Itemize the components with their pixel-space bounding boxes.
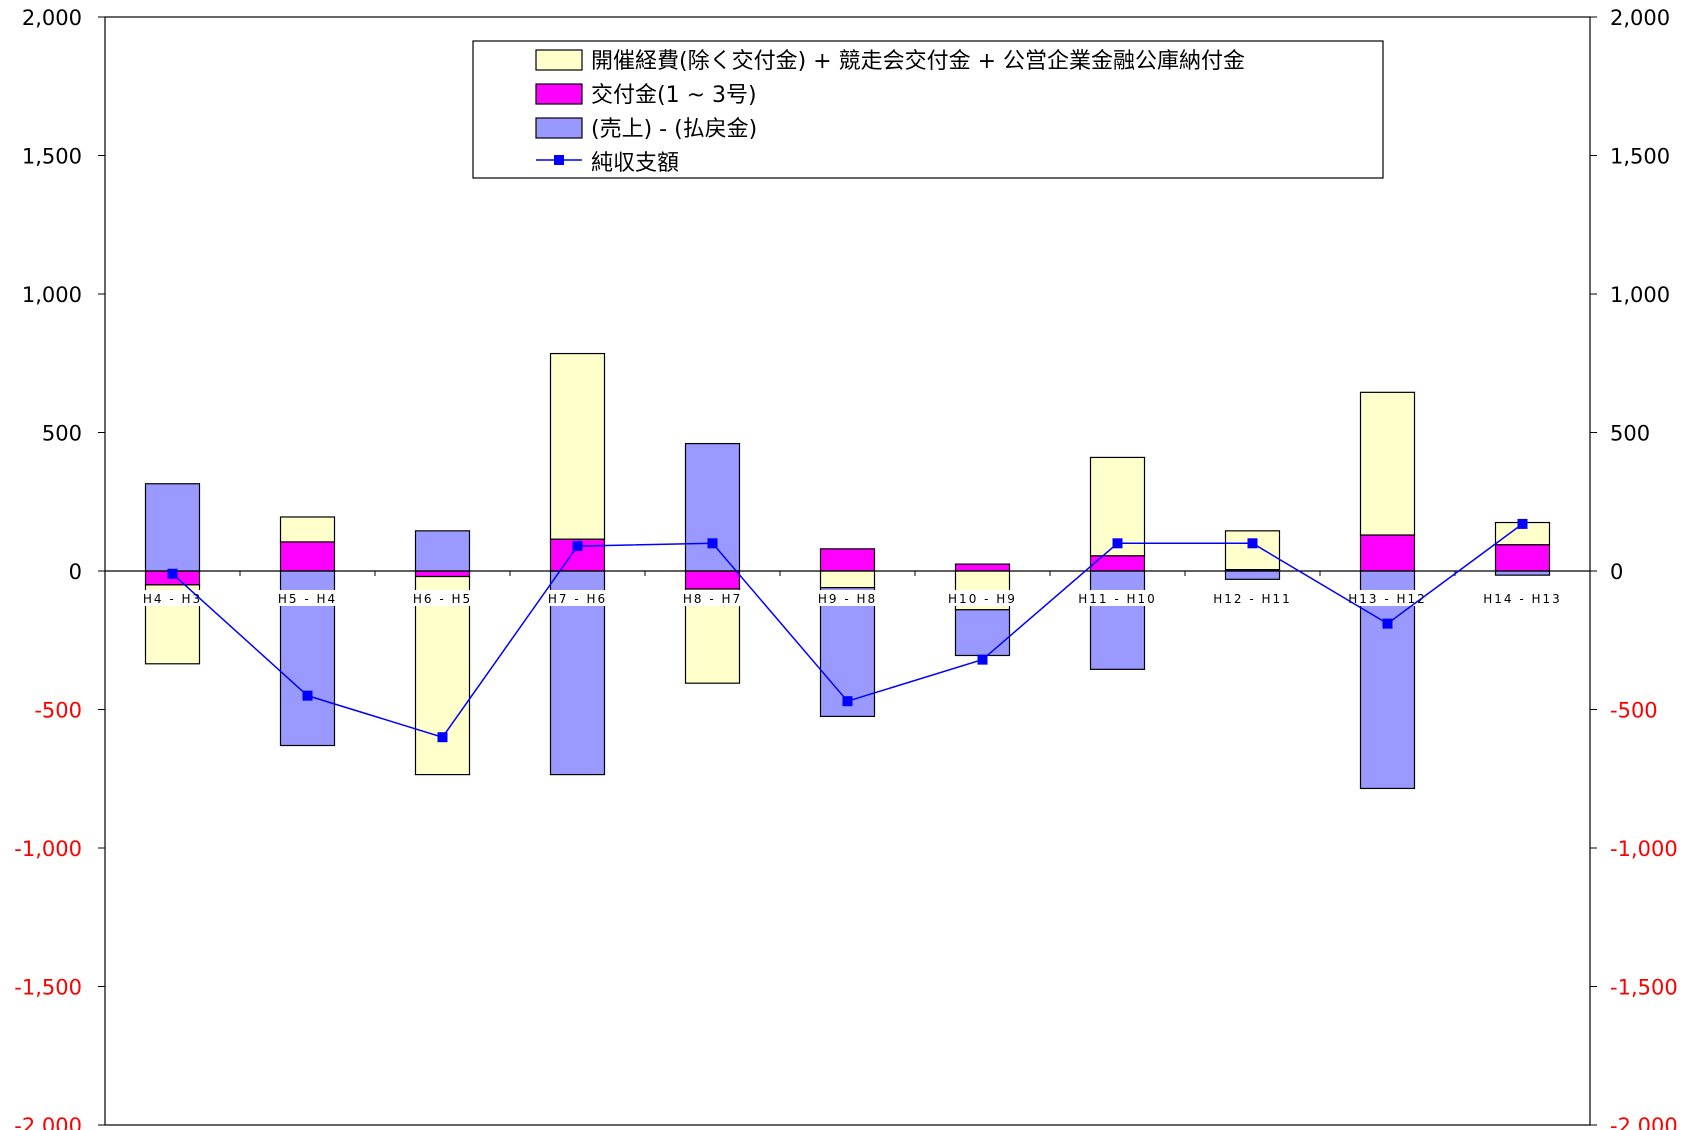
legend-swatch-grants — [535, 83, 583, 105]
legend-box — [472, 40, 1384, 179]
category-label-bg — [1204, 590, 1301, 606]
net-line-marker — [572, 541, 583, 552]
bar-segment — [1224, 530, 1281, 571]
bar-segment — [1359, 534, 1416, 572]
category-label-bg — [664, 590, 761, 606]
legend-label-expenses: 開催経費(除く交付金) + 競走会交付金 + 公営企業金融公庫納付金 — [591, 49, 1245, 74]
left-tick-label: -1,000 — [14, 837, 82, 861]
legend-swatch-sales-minus-refund — [535, 117, 583, 139]
bar-segment — [414, 530, 471, 572]
right-tick-label: 1,000 — [1610, 283, 1670, 307]
left-tick-label: -2,000 — [14, 1114, 82, 1130]
net-line-marker — [1247, 538, 1258, 549]
net-line-marker — [1112, 538, 1123, 549]
net-line-marker — [842, 696, 853, 707]
right-tick-label: -1,000 — [1610, 837, 1678, 861]
legend: 開催経費(除く交付金) + 競走会交付金 + 公営企業金融公庫納付金 交付金(1… — [472, 40, 1384, 179]
category-label: H5 - H4 — [278, 592, 337, 606]
right-tick-label: -2,000 — [1610, 1114, 1678, 1130]
bar-segment — [954, 609, 1011, 657]
bar-marks — [104, 352, 1590, 790]
category-label-bg — [529, 590, 626, 606]
category-label: H9 - H8 — [818, 592, 877, 606]
category-label-bg — [259, 590, 356, 606]
right-tick-label: 1,500 — [1610, 145, 1670, 169]
net-line-marker — [707, 538, 718, 549]
bar-segment — [1359, 570, 1416, 790]
bar-segment — [1089, 570, 1146, 670]
category-label: H13 - H12 — [1348, 592, 1427, 606]
net-line-marker — [1517, 518, 1528, 529]
left-tick-label: 500 — [42, 422, 82, 446]
right-tick-label: 0 — [1610, 560, 1623, 584]
left-tick-label: 1,500 — [22, 145, 82, 169]
right-tick-label: 2,000 — [1610, 6, 1670, 30]
legend-swatch-expenses — [535, 49, 583, 71]
left-tick-label: -500 — [34, 699, 82, 723]
bar-segment — [414, 570, 471, 578]
bar-segment — [954, 563, 1011, 572]
net-line-marker — [1382, 618, 1393, 629]
right-tick-label: -500 — [1610, 699, 1658, 723]
bar-segment — [684, 570, 741, 590]
category-label: H7 - H6 — [548, 592, 607, 606]
bar-segment — [1224, 570, 1281, 580]
net-line-marker — [302, 690, 313, 701]
left-tick-label: 0 — [69, 560, 82, 584]
right-y-axis: 2,000 1,500 1,000 500 0 -500 -1,000 -1,500 -2,00… — [1590, 6, 1678, 1130]
category-label-bg — [394, 590, 491, 606]
bar-segment — [1359, 391, 1416, 536]
category-label-bg — [124, 590, 221, 606]
right-tick-label: 500 — [1610, 422, 1650, 446]
legend-label-grants: 交付金(1 ~ 3号) — [591, 83, 757, 108]
net-line-marker — [437, 732, 448, 743]
bar-segment — [1494, 544, 1551, 572]
bar-segment — [684, 442, 741, 572]
bar-segment — [549, 352, 606, 540]
bar-segment — [414, 575, 471, 776]
category-label-bg — [799, 590, 896, 606]
bar-segment — [279, 541, 336, 572]
bar-segment — [819, 548, 876, 572]
legend-label-net: 純収支額 — [591, 151, 679, 176]
legend-marker-net — [554, 155, 564, 165]
right-tick-label: -1,500 — [1610, 976, 1678, 1000]
bar-segment — [1494, 570, 1551, 576]
left-tick-label: -1,500 — [14, 976, 82, 1000]
bar-segment — [819, 570, 876, 589]
category-labels: H4 - H3 H5 - H4 H6 - H5 H7 - H6 H8 - H7 H9 - … — [124, 590, 1571, 606]
net-line-marker — [167, 568, 178, 579]
left-tick-label: 1,000 — [22, 283, 82, 307]
category-label: H6 - H5 — [413, 592, 472, 606]
category-label: H12 - H11 — [1213, 592, 1292, 606]
bar-segment — [279, 516, 336, 543]
net-line-marker — [977, 654, 988, 665]
legend-label-sales-minus-refund: (売上) - (払戻金) — [591, 117, 757, 142]
category-label-bg — [1474, 590, 1571, 606]
category-label-bg — [1069, 590, 1166, 606]
bar-segment — [144, 483, 201, 572]
category-label-bg — [1339, 590, 1436, 606]
category-label: H10 - H9 — [948, 592, 1017, 606]
category-label: H14 - H13 — [1483, 592, 1562, 606]
net-line-series — [167, 518, 1528, 743]
left-tick-label: 2,000 — [22, 6, 82, 30]
category-label: H8 - H7 — [683, 592, 742, 606]
bar-segment — [1089, 555, 1146, 572]
category-label: H11 - H10 — [1078, 592, 1157, 606]
category-label-bg — [934, 590, 1031, 606]
left-y-axis: 2,000 1,500 1,000 500 0 -500 -1,000 -1,500 -2,00… — [14, 6, 105, 1130]
category-label: H4 - H3 — [143, 592, 202, 606]
